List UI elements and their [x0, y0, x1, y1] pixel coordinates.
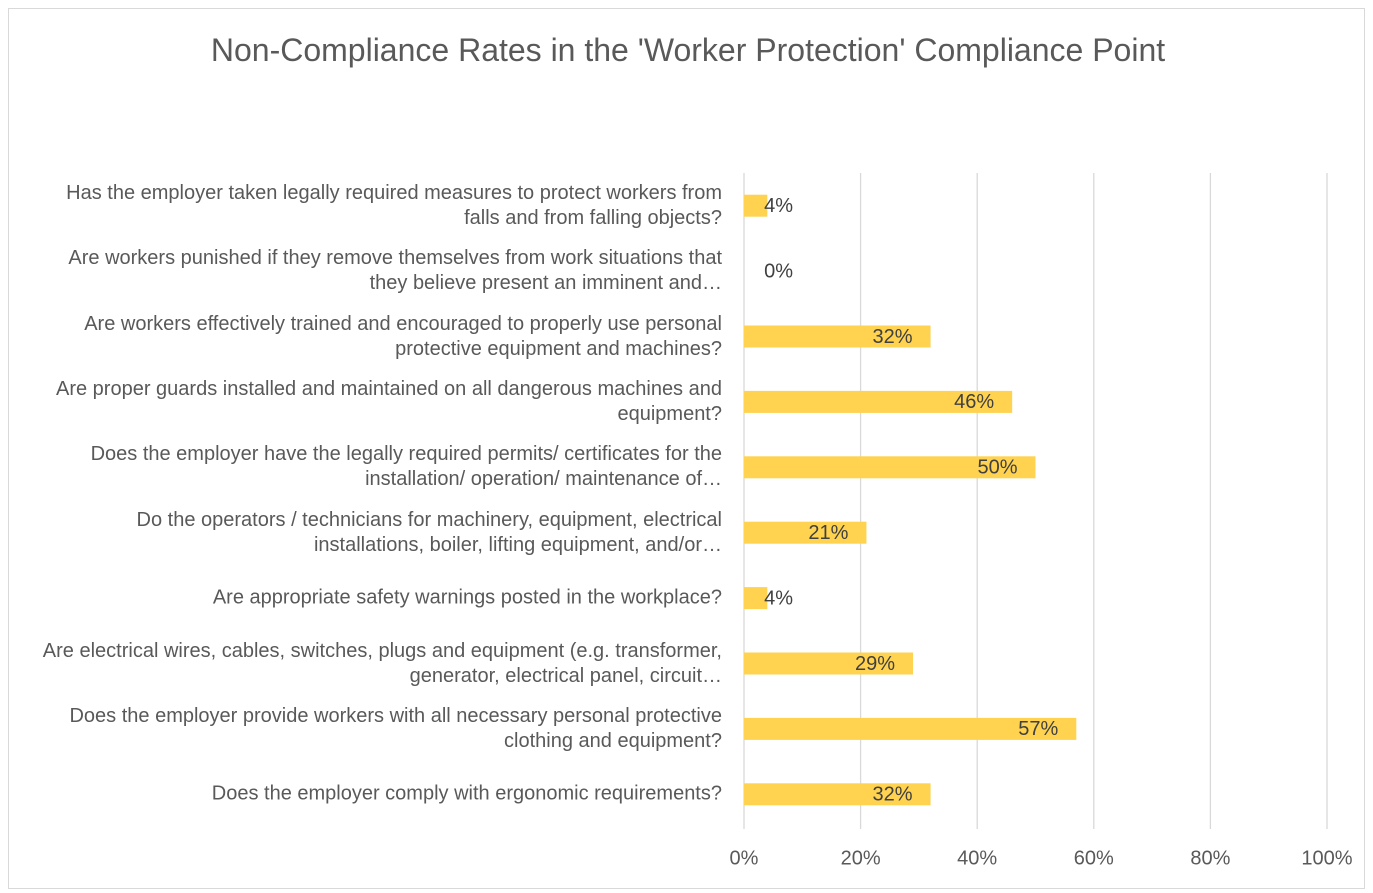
data-label: 32% [873, 784, 913, 806]
bar [744, 652, 914, 675]
data-label: 0% [764, 260, 793, 282]
y-tick-label: Do the operators / technicians for machi… [136, 508, 722, 556]
y-tick-label: Does the employer provide workers with a… [69, 704, 722, 752]
chart-title: Non-Compliance Rates in the 'Worker Prot… [210, 32, 1166, 68]
y-tick-label: Are electrical wires, cables, switches, … [42, 639, 722, 687]
bar [744, 521, 867, 544]
x-tick-label: 60% [1074, 847, 1114, 869]
y-tick-label: Are appropriate safety warnings posted i… [212, 586, 722, 609]
data-label: 57% [1018, 718, 1058, 740]
y-tick-label: Are workers effectively trained and enco… [84, 312, 722, 360]
data-label: 4% [764, 195, 793, 217]
x-tick-label: 20% [841, 847, 881, 869]
y-tick-label: Does the employer comply with ergonomic … [211, 782, 722, 805]
y-tick-label: Has the employer taken legally required … [66, 181, 722, 229]
data-label: 21% [808, 522, 848, 544]
y-tick-label: Are proper guards installed and maintain… [56, 377, 722, 425]
data-label: 29% [855, 653, 895, 675]
data-label: 46% [954, 391, 994, 413]
y-tick-label: Are workers punished if they remove them… [68, 247, 722, 295]
x-tick-label: 0% [730, 847, 759, 869]
chart-border [8, 8, 1365, 889]
bar [744, 194, 768, 217]
bar [744, 783, 931, 806]
data-label: 4% [764, 587, 793, 609]
x-tick-label: 100% [1301, 847, 1352, 869]
data-label: 50% [977, 457, 1017, 479]
x-tick-label: 80% [1190, 847, 1230, 869]
bar [744, 587, 768, 610]
y-tick-label: Does the employer have the legally requi… [90, 443, 722, 491]
bar [744, 717, 1077, 740]
bar [744, 456, 1036, 479]
x-tick-label: 40% [957, 847, 997, 869]
bar [744, 325, 931, 348]
data-label: 32% [873, 326, 913, 348]
bar [744, 390, 1013, 413]
